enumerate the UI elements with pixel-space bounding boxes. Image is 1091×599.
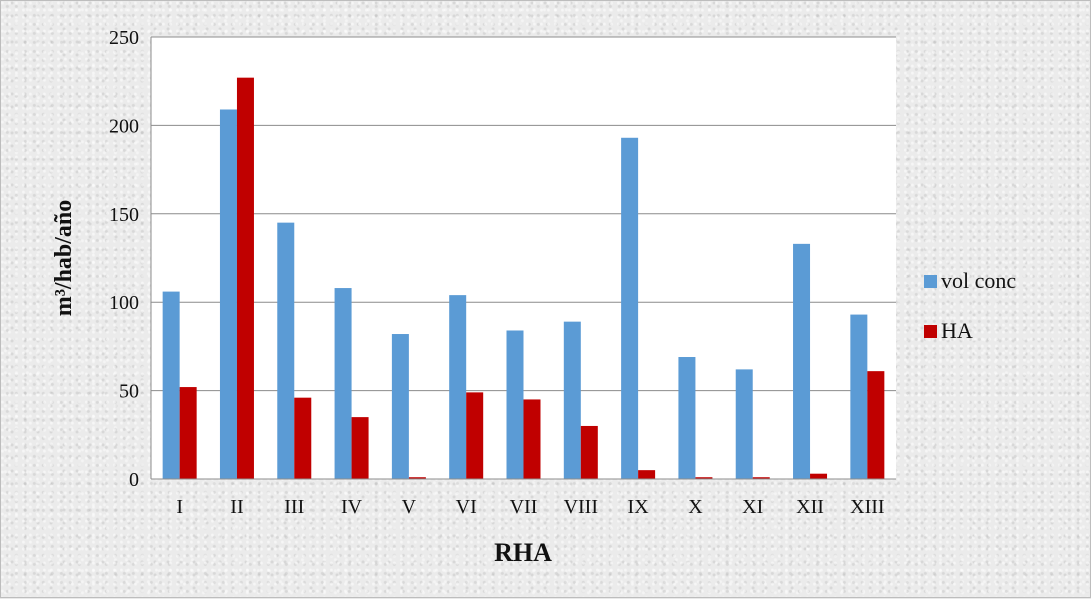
x-tick-labels: I II III IV V VI VII VIII IX X XI XII XIII	[176, 496, 884, 518]
x-tick-label: XII	[796, 496, 824, 518]
legend-label: vol conc	[941, 268, 1016, 293]
bar-ha	[294, 397, 312, 479]
bar-vol-conc	[449, 295, 467, 479]
bar-vol-conc	[621, 137, 639, 479]
gridlines	[151, 36, 896, 392]
legend: vol conc HA	[924, 268, 1016, 343]
x-tick-label: VI	[456, 496, 477, 518]
x-tick-label: V	[402, 496, 417, 518]
bars	[162, 77, 885, 479]
y-tick-label: 150	[109, 204, 139, 226]
bar-ha	[752, 477, 770, 479]
bar-ha	[408, 477, 426, 479]
x-tick-label: X	[688, 496, 703, 518]
y-axis-title: m³/hab/año	[51, 200, 77, 317]
y-tick-label: 250	[109, 27, 139, 49]
legend-swatch	[924, 275, 937, 288]
bar-vol-conc	[735, 369, 753, 479]
y-tick-label: 200	[109, 115, 139, 137]
x-tick-label: I	[176, 496, 183, 518]
y-tick-label: 0	[129, 469, 139, 491]
bar-ha	[523, 399, 541, 479]
x-tick-label: XIII	[850, 496, 884, 518]
bar-vol-conc	[162, 291, 180, 479]
x-tick-label: III	[284, 496, 304, 518]
bar-ha	[867, 371, 885, 479]
legend-swatch	[924, 325, 937, 338]
bar-vol-conc	[277, 222, 295, 479]
bar-vol-conc	[678, 357, 696, 479]
bar-vol-conc	[334, 288, 352, 479]
bar-vol-conc	[219, 109, 237, 479]
bar-ha	[638, 470, 656, 479]
y-tick-label: 50	[119, 381, 139, 403]
bar-ha	[810, 473, 828, 479]
y-tick-label: 100	[109, 292, 139, 314]
bar-ha	[580, 425, 598, 479]
y-tick-labels: 0 50 100 150 200 250	[109, 27, 139, 491]
bar-ha	[236, 77, 254, 479]
bar-ha	[179, 387, 197, 479]
bar-vol-conc	[506, 330, 524, 479]
bar-vol-conc	[391, 334, 409, 479]
x-tick-label: IV	[341, 496, 363, 518]
bar-vol-conc	[563, 321, 581, 479]
x-tick-label: IX	[628, 496, 650, 518]
bar-ha	[351, 417, 369, 479]
x-axis-title: RHA	[494, 538, 552, 567]
x-tick-label: XI	[742, 496, 763, 518]
legend-label: HA	[941, 318, 973, 343]
bar-vol-conc	[850, 314, 868, 479]
x-tick-label: VIII	[564, 496, 598, 518]
bar-vol-conc	[793, 243, 811, 479]
bar-ha	[695, 477, 713, 479]
x-tick-label: VII	[510, 496, 538, 518]
x-tick-label: II	[230, 496, 243, 518]
bar-ha	[466, 392, 484, 479]
